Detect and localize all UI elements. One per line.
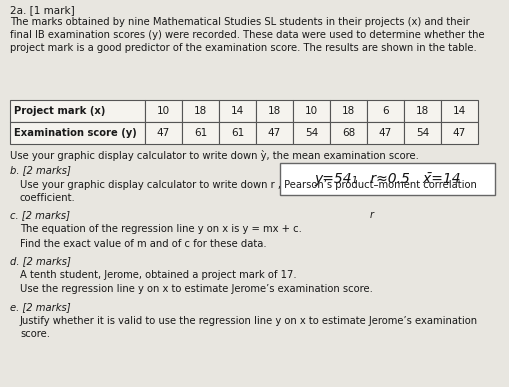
Text: Use the regression line y on x to estimate Jerome’s examination score.: Use the regression line y on x to estima…: [20, 284, 372, 294]
Bar: [366, 100, 403, 122]
Text: Find the exact value of m and of c for these data.: Find the exact value of m and of c for t…: [20, 239, 266, 249]
Bar: [182, 100, 218, 122]
Text: 47: 47: [157, 128, 170, 138]
Text: The equation of the regression line y on x is y = mx + c.: The equation of the regression line y on…: [20, 224, 301, 234]
Text: 61: 61: [193, 128, 207, 138]
Bar: [403, 100, 440, 122]
Bar: [145, 122, 182, 144]
Text: c. [2 marks]: c. [2 marks]: [10, 210, 70, 220]
Text: Examination score (y): Examination score (y): [14, 128, 136, 138]
Bar: [256, 100, 293, 122]
Text: 2a. [1 mark]: 2a. [1 mark]: [10, 5, 75, 15]
Bar: [145, 100, 182, 122]
Text: b. [2 marks]: b. [2 marks]: [10, 165, 71, 175]
Text: 6: 6: [381, 106, 388, 116]
Bar: [440, 100, 477, 122]
Text: Project mark (x): Project mark (x): [14, 106, 105, 116]
Bar: [279, 163, 494, 195]
Text: 10: 10: [157, 106, 169, 116]
Text: A tenth student, Jerome, obtained a project mark of 17.: A tenth student, Jerome, obtained a proj…: [20, 270, 296, 280]
Text: y=54₁   r≈0.5   x̄=14: y=54₁ r≈0.5 x̄=14: [314, 172, 460, 186]
Text: 18: 18: [193, 106, 207, 116]
Text: Use your graphic display calculator to write down r , Pearson’s product–moment c: Use your graphic display calculator to w…: [20, 180, 476, 203]
Text: 14: 14: [231, 106, 244, 116]
Text: 68: 68: [341, 128, 354, 138]
Bar: [293, 122, 329, 144]
Bar: [256, 122, 293, 144]
Text: The marks obtained by nine Mathematical Studies SL students in their projects (x: The marks obtained by nine Mathematical …: [10, 17, 484, 53]
Bar: [440, 122, 477, 144]
Bar: [218, 100, 256, 122]
Text: r: r: [369, 210, 373, 220]
Text: 54: 54: [415, 128, 428, 138]
Text: 47: 47: [267, 128, 280, 138]
Bar: [10, 122, 145, 144]
Text: 54: 54: [304, 128, 318, 138]
Text: e. [2 marks]: e. [2 marks]: [10, 302, 70, 312]
Bar: [403, 122, 440, 144]
Text: 18: 18: [341, 106, 354, 116]
Text: Justify whether it is valid to use the regression line y on x to estimate Jerome: Justify whether it is valid to use the r…: [20, 316, 477, 339]
Text: 47: 47: [378, 128, 391, 138]
Text: 47: 47: [452, 128, 465, 138]
Bar: [329, 122, 366, 144]
Bar: [182, 122, 218, 144]
Text: 61: 61: [231, 128, 244, 138]
Text: d. [2 marks]: d. [2 marks]: [10, 256, 71, 266]
Bar: [293, 100, 329, 122]
Bar: [10, 100, 145, 122]
Bar: [218, 122, 256, 144]
Bar: [366, 122, 403, 144]
Text: 14: 14: [452, 106, 465, 116]
Bar: [329, 100, 366, 122]
Text: 10: 10: [304, 106, 318, 116]
Text: 18: 18: [415, 106, 428, 116]
Text: 18: 18: [267, 106, 280, 116]
Text: Use your graphic display calculator to write down ỳ, the mean examination score.: Use your graphic display calculator to w…: [10, 150, 418, 161]
